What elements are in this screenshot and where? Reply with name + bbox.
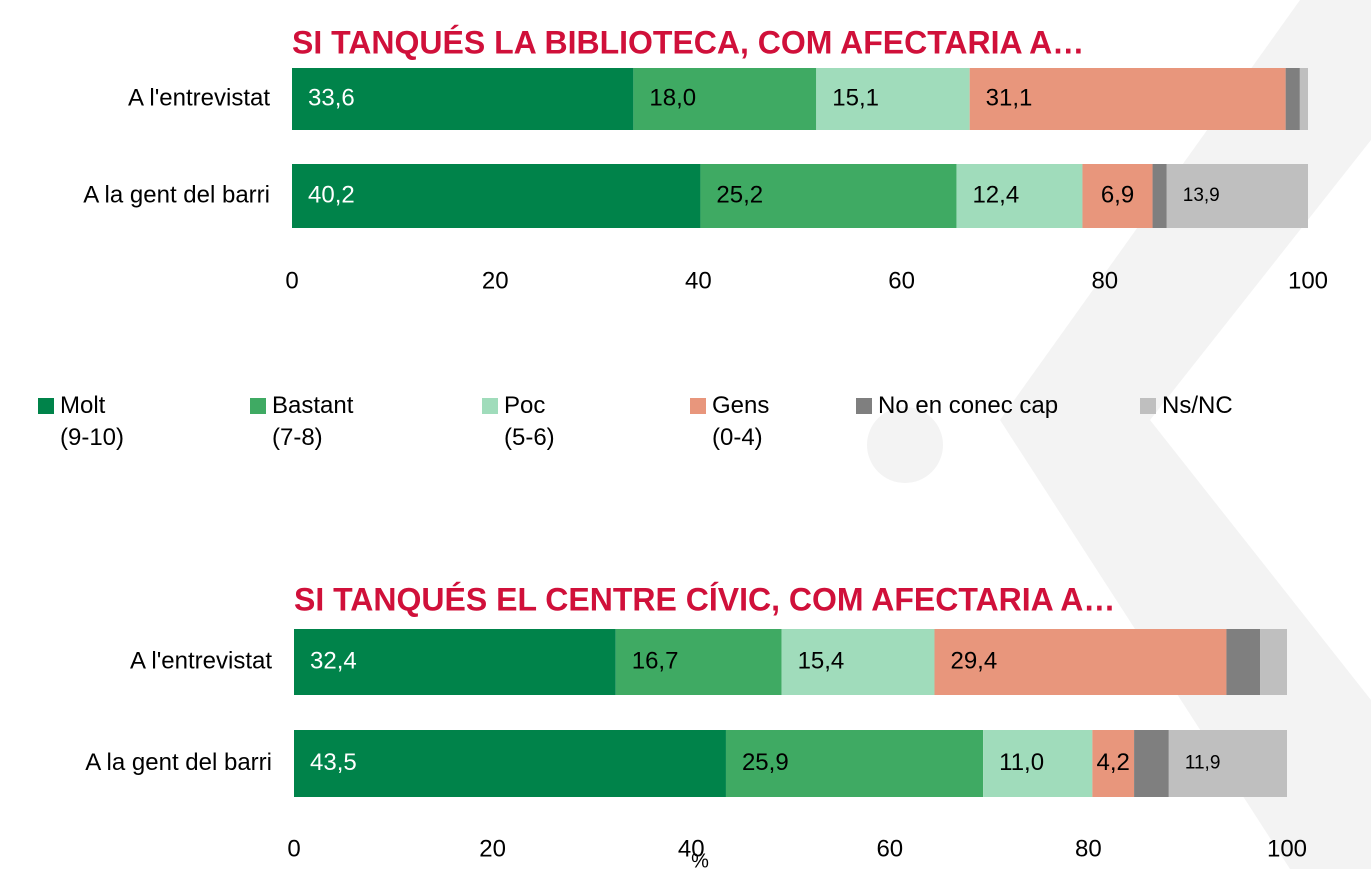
data-label: 25,9 — [742, 749, 789, 776]
bar-segment — [1092, 730, 1135, 797]
x-tick-label: 0 — [287, 835, 300, 862]
legend-label: Bastant (7-8) — [272, 392, 354, 451]
bar-segment — [781, 629, 935, 695]
legend-label: Gens (0-4) — [712, 392, 770, 451]
data-label: 13,9 — [1183, 185, 1220, 206]
bar-segment — [1285, 68, 1300, 130]
bar-segment — [1299, 68, 1308, 130]
data-label: 4,2 — [1097, 749, 1130, 776]
category-label: A l'entrevistat — [128, 84, 270, 111]
x-tick-label: 80 — [1075, 835, 1102, 862]
bar-segment — [934, 629, 1227, 695]
x-tick-label: 20 — [482, 267, 509, 294]
x-tick-label: 100 — [1288, 267, 1328, 294]
bar-segment — [956, 164, 1083, 228]
bar-segment — [1082, 164, 1153, 228]
bar-segment — [983, 730, 1093, 797]
bar-segment — [1168, 730, 1287, 797]
category-label: A l'entrevistat — [130, 647, 272, 674]
legend-label: Molt (9-10) — [60, 392, 125, 451]
data-label: 11,0 — [999, 749, 1044, 776]
category-label: A la gent del barri — [83, 181, 270, 208]
data-label: 6,9 — [1101, 181, 1134, 208]
bar-segment — [725, 730, 984, 797]
x-tick-label: 60 — [876, 835, 903, 862]
bar-segment — [1226, 629, 1261, 695]
data-label: 29,4 — [950, 647, 997, 674]
data-label: 43,5 — [310, 749, 357, 776]
legend-label: No en conec cap — [878, 392, 1059, 419]
data-label: 32,4 — [310, 647, 357, 674]
data-label: 11,9 — [1185, 753, 1221, 774]
bar-segment — [1166, 164, 1308, 228]
bar-segment — [1134, 730, 1169, 797]
legend-swatch — [482, 398, 498, 414]
bar-segment — [292, 164, 701, 228]
data-label: 25,2 — [716, 181, 763, 208]
bar-segment — [816, 68, 970, 130]
data-label: 18,0 — [649, 84, 696, 111]
legend-swatch — [690, 398, 706, 414]
x-axis-label: % — [691, 850, 709, 869]
legend-swatch — [250, 398, 266, 414]
bar-segment — [294, 629, 616, 695]
chart-title: SI TANQUÉS LA BIBLIOTECA, COM AFECTARIA … — [292, 24, 1084, 60]
x-tick-label: 20 — [479, 835, 506, 862]
bar-segment — [700, 164, 957, 228]
bar-segment — [1152, 164, 1167, 228]
bar-segment — [292, 68, 634, 130]
bar-segment — [969, 68, 1286, 130]
x-tick-label: 40 — [685, 267, 712, 294]
data-label: 31,1 — [986, 84, 1033, 111]
x-tick-label: 60 — [888, 267, 915, 294]
data-label: 15,1 — [832, 84, 879, 111]
data-label: 40,2 — [308, 181, 355, 208]
bar-segment — [615, 629, 782, 695]
bar-segment — [294, 730, 726, 797]
data-label: 16,7 — [632, 647, 679, 674]
chart-title: SI TANQUÉS EL CENTRE CÍVIC, COM AFECTARI… — [294, 581, 1115, 617]
x-tick-label: 100 — [1267, 835, 1307, 862]
legend-label: Ns/NC — [1162, 392, 1233, 419]
category-label: A la gent del barri — [85, 749, 272, 776]
bar-segment — [1260, 629, 1287, 695]
legend-swatch — [856, 398, 872, 414]
x-tick-label: 0 — [285, 267, 298, 294]
bar-segment — [633, 68, 817, 130]
data-label: 12,4 — [972, 181, 1019, 208]
legend-swatch — [38, 398, 54, 414]
x-tick-label: 80 — [1091, 267, 1118, 294]
data-label: 33,6 — [308, 84, 355, 111]
x-tick-label: 40 — [678, 835, 705, 862]
data-label: 15,4 — [798, 647, 845, 674]
legend-swatch — [1140, 398, 1156, 414]
legend-label: Poc (5-6) — [504, 392, 555, 451]
